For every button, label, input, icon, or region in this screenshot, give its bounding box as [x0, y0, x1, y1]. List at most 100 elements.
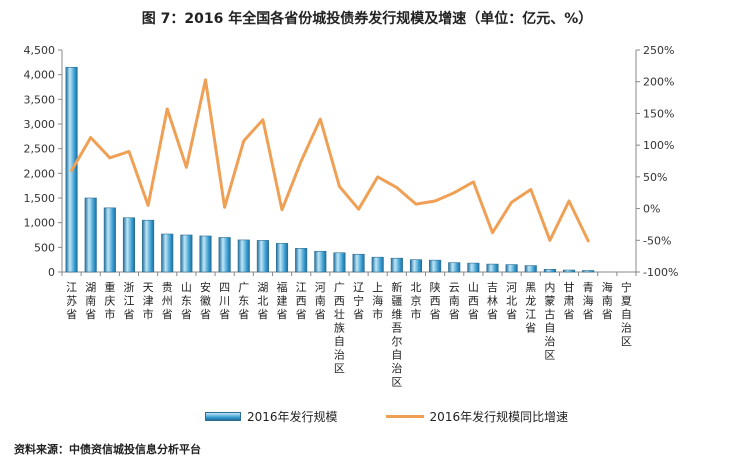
growth-point [510, 201, 513, 204]
category-label: 河北省 [506, 281, 517, 321]
legend-item-line: 2016年发行规模同比增速 [385, 408, 568, 425]
y-right-tick-label: 250% [643, 44, 674, 57]
source-note: 资料来源：中债资信城投信息分析平台 [14, 443, 201, 456]
category-label: 黑龙江省 [525, 281, 536, 335]
category-label: 云南省 [449, 281, 460, 321]
category-label: 海南省 [602, 280, 613, 321]
category-label: 福建省 [277, 280, 288, 321]
growth-point [319, 117, 322, 121]
bar [237, 239, 250, 273]
category-label: 江苏省 [66, 281, 77, 321]
bar [486, 263, 499, 273]
growth-point [223, 206, 226, 209]
category-label: 浙江省 [123, 281, 134, 321]
category-label: 重庆市 [104, 280, 115, 321]
category-label: 吉林省 [487, 281, 498, 321]
y-left-tick-label: 0 [48, 266, 55, 279]
bar [467, 262, 480, 273]
y-right-tick-label: 50% [643, 171, 667, 184]
bar [505, 264, 518, 273]
category-label: 青海省 [583, 281, 594, 321]
growth-point [166, 107, 169, 111]
growth-point [261, 118, 265, 121]
bar [142, 219, 155, 273]
bar [524, 265, 537, 273]
bar [84, 197, 97, 273]
growth-point [108, 156, 112, 160]
category-label: 河南省 [315, 281, 326, 321]
growth-point [338, 185, 341, 188]
category-label: 新疆维吾尔自治区 [391, 280, 402, 389]
chart-title: 图 7：2016 年全国各省份城投债券发行规模及增速（单位：亿元、%） [141, 11, 593, 27]
category-label: 陕西省 [430, 280, 441, 321]
growth-point [453, 191, 456, 194]
bar [582, 270, 595, 273]
growth-point [586, 239, 590, 243]
growth-point [127, 150, 131, 153]
y-left-tick-label: 2,500 [24, 143, 56, 156]
growth-point [242, 139, 245, 142]
bar [199, 235, 212, 273]
chart-area: 0 500 1,000 1,500 2,000 2,500 3,000 3,500 4,000 4… [24, 44, 679, 389]
y-left-tick-label: 4,500 [24, 44, 56, 57]
legend: 2016年发行规模 2016年发行规模同比增速 [205, 408, 616, 425]
category-label: 北京市 [410, 281, 421, 321]
bar [543, 268, 556, 273]
category-label: 辽宁省 [353, 281, 364, 321]
category-label: 江西省 [296, 281, 307, 321]
y-right-tick-label: 200% [643, 76, 674, 89]
category-label: 上海市 [372, 281, 383, 321]
y-left-tick-label: 1,500 [24, 192, 56, 205]
y-right-tick-label: -100% [643, 266, 678, 279]
growth-point [529, 188, 532, 191]
y-right-tick-label: 100% [643, 139, 674, 152]
growth-point [433, 199, 437, 203]
growth-point [70, 169, 73, 172]
bar [314, 250, 327, 273]
y-left-tick-label: 2,000 [24, 167, 56, 180]
bar [161, 233, 174, 273]
bar [180, 234, 193, 273]
bar [562, 269, 576, 273]
category-label: 天津市 [143, 281, 154, 321]
category-label: 广西壮族自治区 [334, 281, 345, 375]
growth-point [472, 180, 475, 184]
y-left-tick-label: 3,500 [24, 93, 56, 106]
category-label: 山西省 [468, 281, 479, 321]
growth-point [414, 202, 418, 206]
y-right-tick-label: 0% [643, 203, 660, 216]
growth-point [299, 159, 303, 163]
legend-line-swatch [385, 415, 424, 418]
bar [352, 253, 365, 273]
growth-point [357, 208, 360, 211]
bar [333, 252, 346, 273]
y-left-tick-label: 3,000 [24, 118, 56, 131]
bar [275, 243, 289, 273]
bar [429, 259, 442, 273]
growth-point [146, 204, 150, 207]
growth-point [395, 186, 399, 189]
category-label: 湖北省 [257, 281, 268, 321]
category-label: 内蒙古自治区 [544, 280, 555, 362]
bar [256, 240, 269, 273]
growth-point [89, 136, 92, 139]
bar [295, 248, 308, 273]
bar [122, 217, 136, 273]
bar [218, 237, 231, 273]
legend-bar-swatch [205, 412, 241, 421]
y-left-tick-label: 500 [34, 241, 55, 254]
bar [448, 262, 461, 273]
bar [103, 207, 116, 273]
growth-line [70, 78, 590, 243]
category-label: 甘肃省 [564, 281, 575, 321]
growth-point [185, 166, 188, 169]
y-left-tick-label: 4,000 [24, 69, 56, 82]
bar [409, 259, 423, 273]
y-left-tick-label: 1,000 [24, 217, 56, 230]
growth-point [548, 239, 552, 242]
growth-point [376, 175, 379, 179]
category-label: 贵州省 [162, 281, 173, 321]
category-label: 宁夏自治区 [621, 280, 632, 348]
category-label: 山东省 [181, 281, 192, 321]
y-right-tick-label: 150% [643, 107, 674, 120]
